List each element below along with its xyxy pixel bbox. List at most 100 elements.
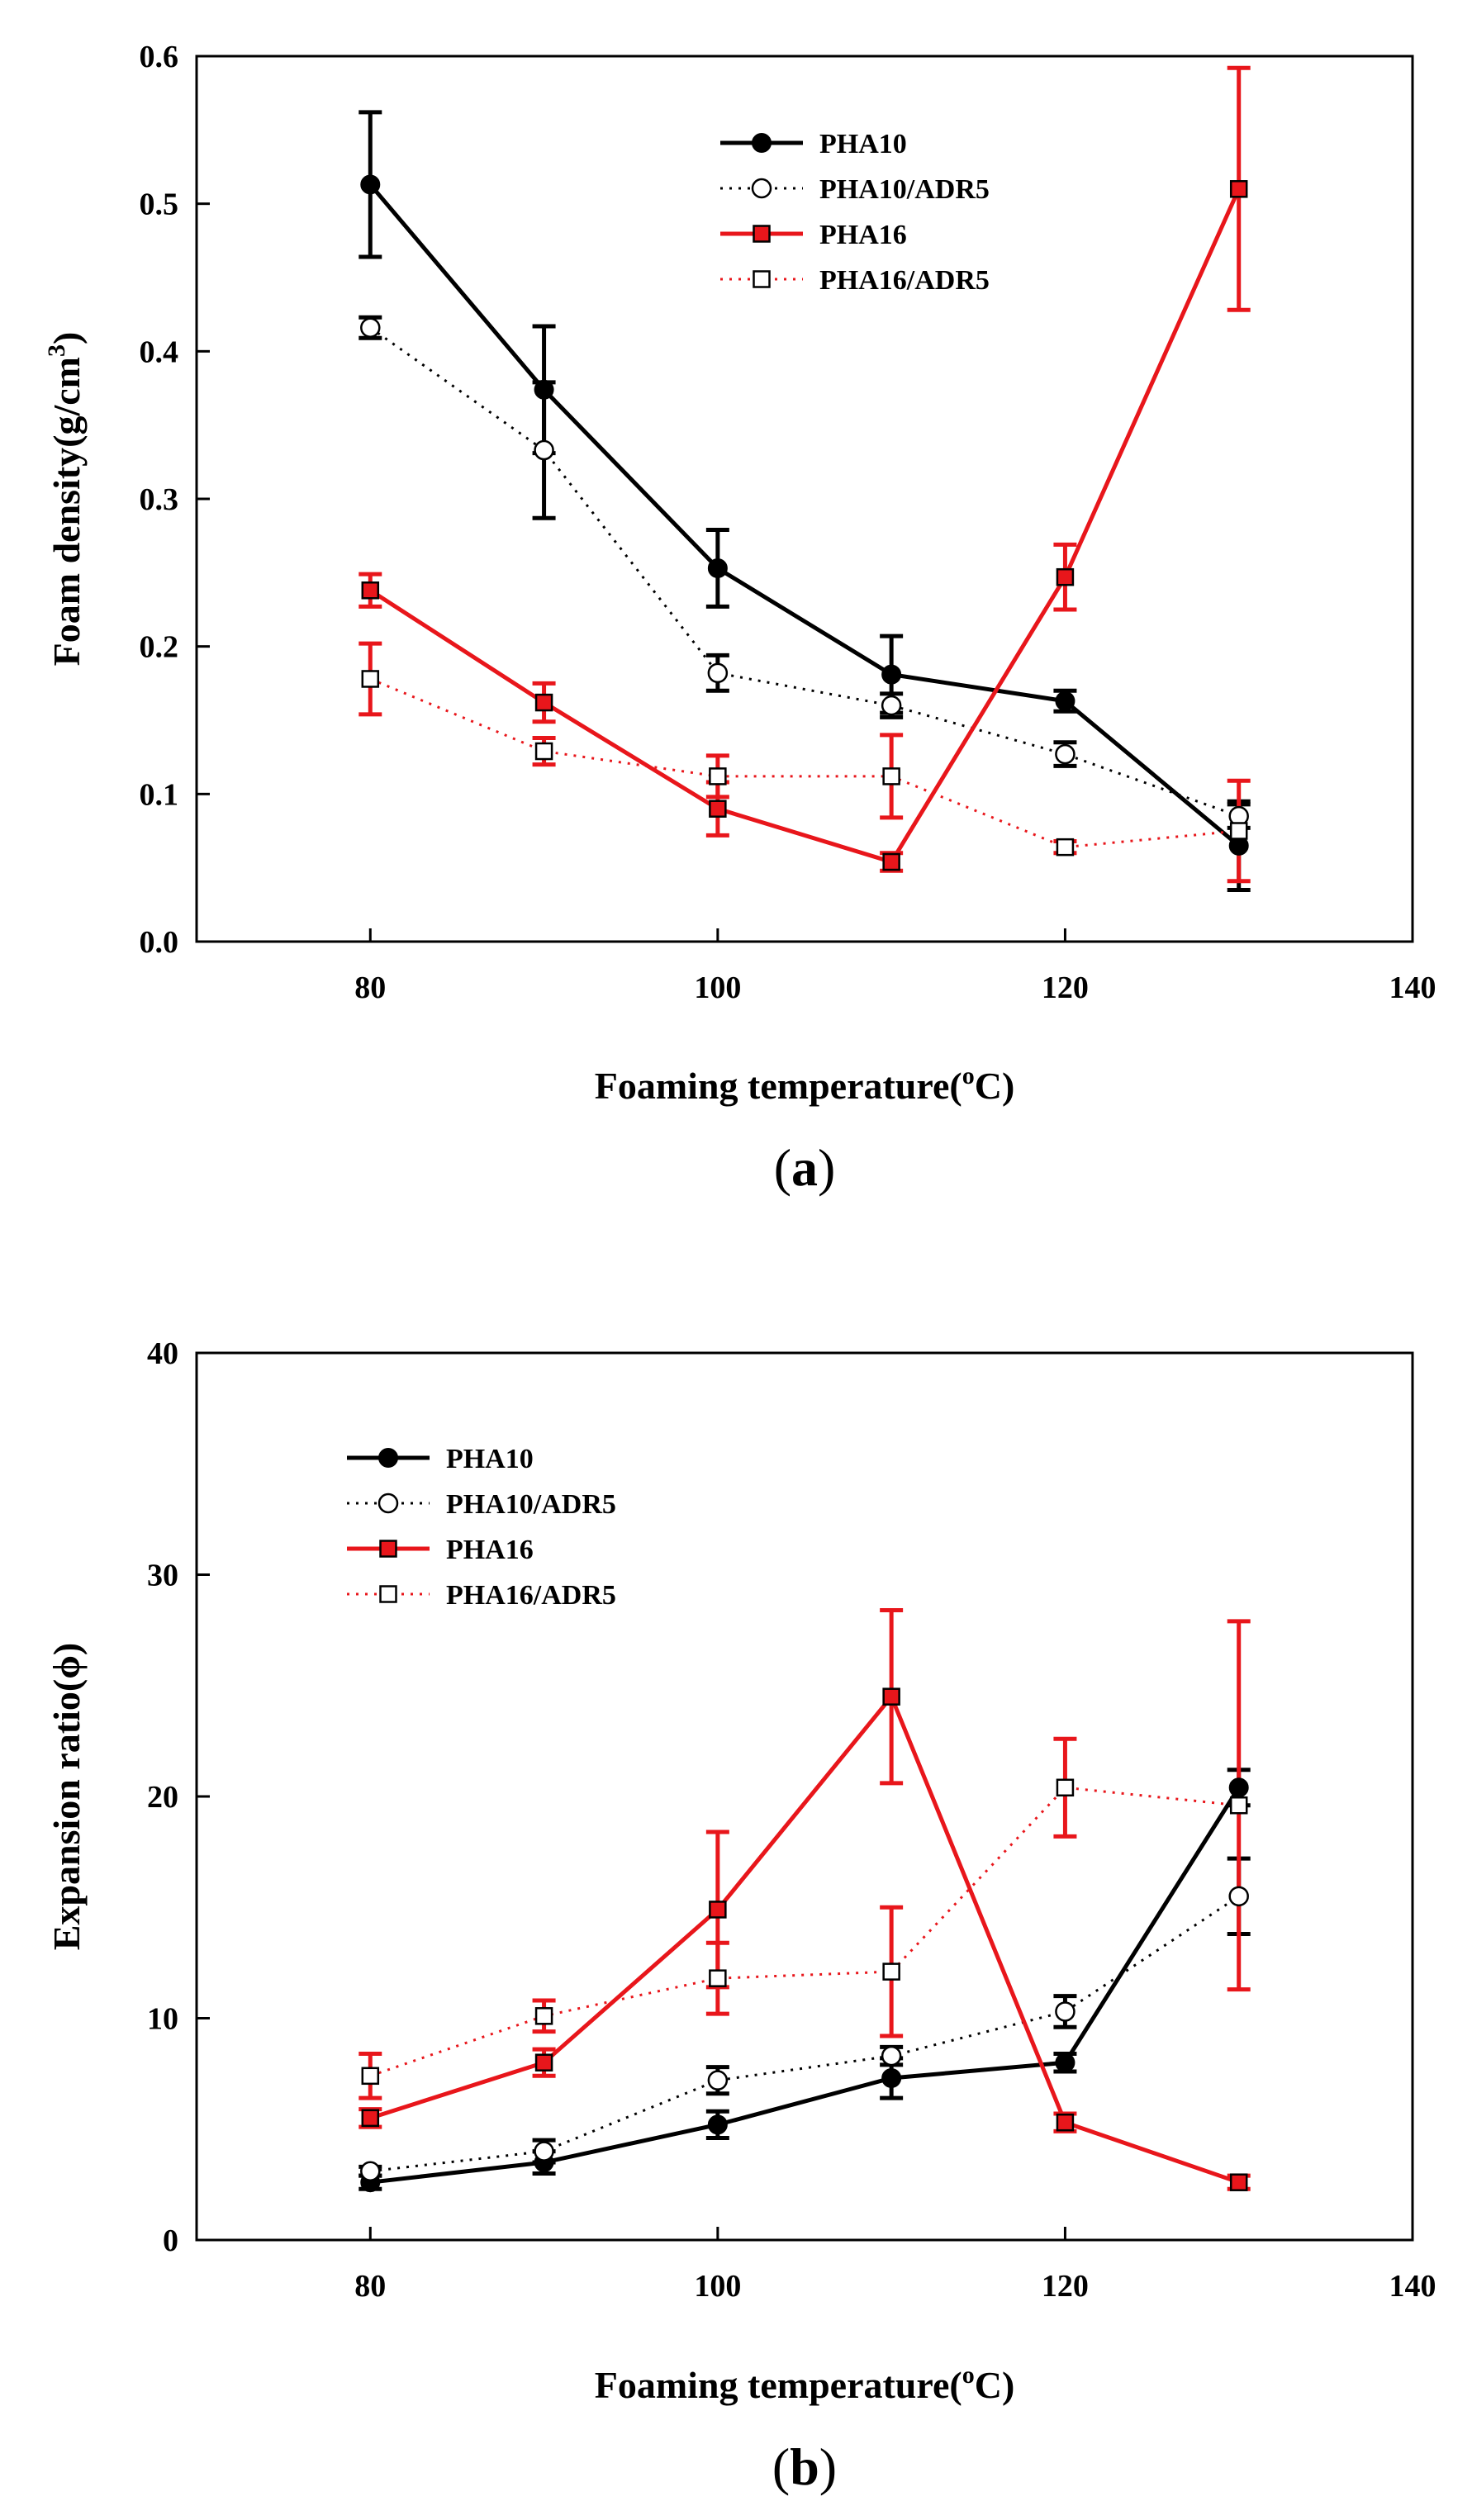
- panel-label-letter: a: [791, 1138, 818, 1197]
- legend-entry: PHA10/ADR5: [720, 174, 990, 205]
- x-tick-label: 140: [1389, 2269, 1436, 2304]
- legend-entry: PHA10/ADR5: [347, 1489, 616, 1520]
- legend-marker: [379, 1585, 397, 1603]
- data-point: [1229, 822, 1248, 840]
- panel-label-text: ): [819, 2437, 837, 2496]
- panel-label-a: (a): [774, 1138, 836, 1197]
- legend-entry: PHA16: [347, 1535, 534, 1565]
- series-line: [370, 1895, 1240, 2173]
- series-markers: [360, 1886, 1249, 2182]
- panel-label-text: (: [772, 2437, 790, 2496]
- data-point: [882, 767, 900, 785]
- data-point: [709, 1969, 727, 1987]
- data-point: [1229, 1796, 1248, 1815]
- series-markers: [360, 174, 1249, 856]
- axis-ticks: [197, 55, 1414, 943]
- data-point: [360, 317, 381, 338]
- data-point: [1228, 1886, 1249, 1907]
- data-point: [1229, 2173, 1248, 2191]
- data-point: [1055, 2053, 1076, 2073]
- y-tick-label: 0.6: [140, 40, 179, 74]
- legend-entry: PHA16/ADR5: [347, 1580, 616, 1611]
- data-point: [1056, 1778, 1075, 1797]
- data-point: [1055, 743, 1076, 765]
- data-point: [534, 379, 554, 400]
- axis-ticks: [197, 1351, 1414, 2242]
- panel-label-letter: b: [790, 2437, 819, 2496]
- legend-entry: PHA10: [720, 129, 907, 159]
- chart-b: 0 10 20 30 40 80 100 120 140 Foaming tem…: [45, 1336, 1436, 2496]
- data-point: [882, 1962, 900, 1981]
- data-point: [1056, 2113, 1075, 2132]
- x-tick-label: 120: [1042, 2269, 1089, 2304]
- y-axis-title-text: Foam density(g/cm: [45, 357, 88, 666]
- legend-label: PHA16/ADR5: [819, 265, 990, 296]
- x-tick-label: 140: [1389, 971, 1436, 1005]
- legend-label: PHA10: [819, 129, 907, 159]
- y-axis-title-a: Foam density(g/cm3): [43, 332, 88, 667]
- y-tick-label: 40: [147, 1336, 178, 1371]
- legend-marker: [378, 1448, 398, 1468]
- y-tick-label: 0.1: [140, 777, 179, 812]
- series-markers: [360, 317, 1249, 827]
- legend-label: PHA10/ADR5: [446, 1489, 616, 1520]
- data-point: [534, 2007, 553, 2025]
- y-axis-title-text: Expansion ratio(: [45, 1679, 88, 1950]
- y-axis-title-symbol: ϕ: [45, 1655, 88, 1679]
- data-point: [361, 2109, 380, 2128]
- data-point: [1055, 2001, 1076, 2022]
- y-tick-label: 20: [147, 1780, 178, 1815]
- data-point: [881, 2045, 902, 2067]
- panel-label-text: ): [818, 1138, 835, 1197]
- legend-marker: [752, 133, 772, 153]
- y-tick-labels-b: 0 10 20 30 40: [147, 1336, 178, 2258]
- y-tick-label: 0.3: [140, 482, 179, 517]
- x-tick-labels-a: 80 100 120 140: [354, 971, 1436, 1005]
- legend-entry: PHA16/ADR5: [720, 265, 990, 296]
- x-axis-title-b: Foaming temperature(oC): [595, 2361, 1015, 2406]
- x-axis-title-superscript: o: [962, 2361, 975, 2389]
- data-point: [534, 742, 553, 761]
- series-line: [369, 677, 1239, 849]
- panel-label-text: (: [774, 1138, 791, 1197]
- data-point: [361, 2067, 380, 2086]
- legend-marker: [377, 1493, 399, 1514]
- x-tick-labels-b: 80 100 120 140: [354, 2269, 1436, 2304]
- data-point: [881, 664, 902, 685]
- data-point: [1229, 180, 1248, 198]
- data-point: [882, 852, 900, 871]
- x-axis-title-text: C): [975, 1065, 1015, 1107]
- series-line: [368, 183, 1241, 847]
- y-tick-label: 0.2: [140, 630, 179, 665]
- chart-a: 0.0 0.1 0.2 0.3 0.4 0.5 0.6 80 100 120 1…: [43, 40, 1436, 1197]
- y-tick-label: 10: [147, 2002, 178, 2037]
- y-tick-labels-a: 0.0 0.1 0.2 0.3 0.4 0.5 0.6: [140, 40, 179, 960]
- data-point: [709, 1901, 727, 1919]
- y-tick-label: 0: [163, 2223, 178, 2258]
- y-axis-title-text: ): [45, 332, 88, 344]
- data-point: [361, 581, 380, 600]
- data-point: [882, 1687, 900, 1706]
- series-markers: [361, 1687, 1248, 2191]
- y-axis-title-superscript: 3: [43, 344, 70, 357]
- data-point: [709, 767, 727, 785]
- data-point: [707, 558, 728, 578]
- legend-label: PHA10/ADR5: [819, 174, 990, 205]
- legend-label: PHA16/ADR5: [446, 1580, 616, 1611]
- series-line: [369, 1692, 1240, 2185]
- data-point: [1228, 1777, 1249, 1798]
- legend-marker: [751, 178, 772, 199]
- data-point: [361, 670, 380, 688]
- y-tick-label: 0.4: [140, 335, 179, 369]
- data-point: [707, 662, 729, 684]
- data-point: [534, 693, 553, 712]
- series-layer: [359, 1607, 1251, 2193]
- x-tick-label: 80: [354, 2269, 386, 2304]
- data-point: [360, 2161, 381, 2182]
- data-point: [1056, 838, 1075, 857]
- data-point: [534, 439, 554, 461]
- x-tick-label: 120: [1042, 971, 1089, 1005]
- x-tick-label: 100: [694, 2269, 741, 2304]
- legend-label: PHA16: [819, 220, 907, 250]
- data-point: [709, 800, 727, 818]
